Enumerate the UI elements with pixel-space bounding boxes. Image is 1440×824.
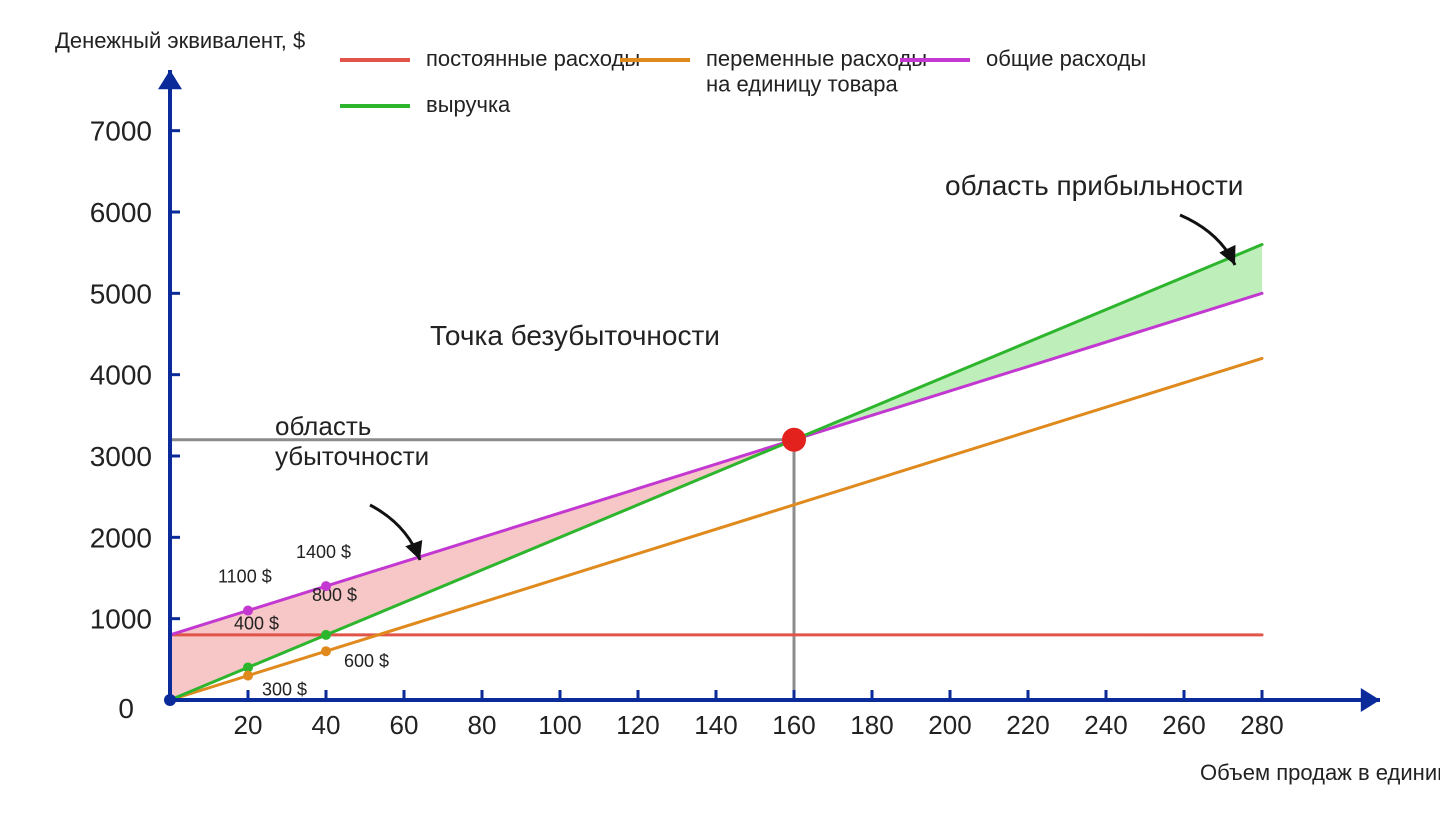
x-tick-label: 140 bbox=[694, 710, 737, 740]
x-tick-label: 200 bbox=[928, 710, 971, 740]
data-point-variable bbox=[243, 671, 253, 681]
data-point-total bbox=[321, 581, 331, 591]
legend-label-total: общие расходы bbox=[986, 46, 1146, 71]
breakeven-label: Точка безубыточности bbox=[430, 320, 720, 351]
y-tick-label: 7000 bbox=[90, 116, 152, 147]
origin-dot bbox=[164, 694, 176, 706]
legend-label-fixed: постоянные расходы bbox=[426, 46, 640, 71]
x-tick-label: 160 bbox=[772, 710, 815, 740]
zero-label: 0 bbox=[118, 693, 134, 724]
data-point-variable bbox=[321, 646, 331, 656]
y-tick-label: 1000 bbox=[90, 604, 152, 635]
data-point-label: 400 $ bbox=[234, 613, 279, 633]
x-tick-label: 260 bbox=[1162, 710, 1205, 740]
legend-label-revenue: выручка bbox=[426, 92, 511, 117]
x-tick-label: 100 bbox=[538, 710, 581, 740]
data-point-revenue bbox=[321, 630, 331, 640]
data-point-label: 300 $ bbox=[262, 680, 307, 700]
y-axis-label: Денежный эквивалент, $ bbox=[55, 28, 305, 53]
legend-label-variable: переменные расходына единицу товара bbox=[706, 46, 927, 96]
x-tick-label: 220 bbox=[1006, 710, 1049, 740]
x-tick-label: 280 bbox=[1240, 710, 1283, 740]
y-tick-label: 2000 bbox=[90, 522, 152, 553]
y-tick-label: 5000 bbox=[90, 278, 152, 309]
y-tick-label: 6000 bbox=[90, 197, 152, 228]
y-tick-label: 3000 bbox=[90, 441, 152, 472]
x-axis-label: Объем продаж в единицах bbox=[1200, 760, 1440, 785]
profit-annotation-label: область прибыльности bbox=[945, 170, 1243, 201]
data-point-label: 1100 $ bbox=[218, 567, 272, 587]
data-point-label: 800 $ bbox=[312, 585, 357, 605]
x-tick-label: 80 bbox=[468, 710, 497, 740]
x-tick-label: 20 bbox=[234, 710, 263, 740]
data-point-label: 1400 $ bbox=[296, 542, 351, 562]
x-tick-label: 120 bbox=[616, 710, 659, 740]
data-point-label: 600 $ bbox=[344, 651, 389, 671]
x-tick-label: 180 bbox=[850, 710, 893, 740]
x-tick-label: 40 bbox=[312, 710, 341, 740]
y-tick-label: 4000 bbox=[90, 360, 152, 391]
breakeven-dot bbox=[782, 428, 806, 452]
x-tick-label: 240 bbox=[1084, 710, 1127, 740]
x-tick-label: 60 bbox=[390, 710, 419, 740]
data-point-total bbox=[243, 606, 253, 616]
